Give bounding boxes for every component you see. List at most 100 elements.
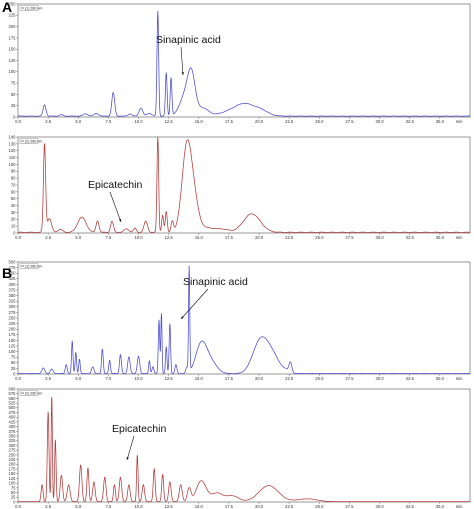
x-tick-label: 20.0 bbox=[255, 376, 264, 381]
x-tick-label: 7.5 bbox=[105, 504, 111, 509]
plot-frame bbox=[17, 136, 471, 234]
y-tick-label: 70 bbox=[11, 182, 16, 187]
y-tick-label: 20 bbox=[11, 217, 16, 222]
x-tick-label: 35.0 bbox=[436, 376, 445, 381]
y-tick-label: 150 bbox=[9, 338, 17, 343]
x-tick-label: 27.5 bbox=[345, 376, 354, 381]
y-tick-label: 25 bbox=[11, 366, 16, 371]
y-tick-label: 375 bbox=[9, 287, 17, 292]
y-tick-label: 140 bbox=[9, 134, 17, 139]
x-tick-label: 2.5 bbox=[45, 504, 51, 509]
x-tick-label: 12.5 bbox=[165, 504, 174, 509]
x-tick-label: 12.5 bbox=[165, 376, 174, 381]
x-tick-label: 22.5 bbox=[285, 504, 294, 509]
x-tick-label: 10.0 bbox=[134, 504, 143, 509]
y-tick-label: 250 bbox=[9, 315, 17, 320]
legend-label: (1) 280 nm bbox=[25, 6, 42, 10]
x-tick-label: 5.0 bbox=[75, 119, 81, 124]
x-tick-label: 2.5 bbox=[45, 376, 51, 381]
y-tick-label: 275 bbox=[9, 448, 17, 453]
x-tick-label: 7.5 bbox=[105, 119, 111, 124]
y-tick-label: 575 bbox=[9, 391, 17, 396]
annotation-arrow bbox=[180, 288, 209, 320]
panel-label-b: B bbox=[2, 265, 12, 281]
chromatogram-trace bbox=[17, 10, 471, 117]
annotation-arrow bbox=[180, 46, 184, 76]
legend-label: (2) 280 nm bbox=[25, 139, 42, 143]
x-tick-label: 2.5 bbox=[45, 119, 51, 124]
x-tick-label: 20.0 bbox=[255, 504, 264, 509]
y-tick-label: 350 bbox=[9, 433, 17, 438]
x-tick-label: 15.0 bbox=[195, 504, 204, 509]
annotation-arrow bbox=[109, 191, 122, 223]
x-tick-label: 15.0 bbox=[195, 376, 204, 381]
y-tick-label: 300 bbox=[9, 304, 17, 309]
chromatogram-b-top: (1) 280 nm025507510012515017520022525027… bbox=[9, 259, 471, 381]
y-tick-label: 475 bbox=[9, 410, 17, 415]
y-tick-label: 425 bbox=[9, 276, 17, 281]
annotation-arrow bbox=[126, 435, 135, 461]
y-tick-label: 475 bbox=[9, 265, 17, 270]
arrowhead bbox=[126, 457, 129, 460]
y-tick-label: 325 bbox=[9, 438, 17, 443]
y-tick-label: 90 bbox=[11, 169, 16, 174]
y-tick-label: 175 bbox=[9, 35, 17, 40]
y-tick-label: 100 bbox=[9, 349, 17, 354]
y-tick-label: 275 bbox=[9, 310, 17, 315]
x-tick-label: 15.0 bbox=[195, 235, 204, 240]
x-tick-label: 25.0 bbox=[315, 376, 324, 381]
x-tick-label: 22.5 bbox=[285, 119, 294, 124]
annotation-label: Epicatechin bbox=[112, 423, 166, 435]
y-tick-label: 250 bbox=[9, 452, 17, 457]
y-tick-label: 100 bbox=[9, 481, 17, 486]
x-tick-label: 7.5 bbox=[105, 376, 111, 381]
x-tick-label: 2.5 bbox=[45, 235, 51, 240]
y-tick-label: 100 bbox=[9, 69, 17, 74]
x-tick-label: 7.5 bbox=[105, 235, 111, 240]
y-tick-label: 80 bbox=[11, 176, 16, 181]
y-tick-label: 200 bbox=[9, 327, 17, 332]
annotation-label: Sinapinic acid bbox=[156, 34, 221, 46]
y-tick-label: 200 bbox=[9, 462, 17, 467]
y-tick-label: 50 bbox=[11, 360, 16, 365]
y-tick-label: 25 bbox=[11, 495, 16, 500]
peak-annotation: Sinapinic acid bbox=[156, 34, 221, 76]
y-tick-label: 75 bbox=[11, 355, 16, 360]
x-tick-label: 17.5 bbox=[225, 504, 234, 509]
y-tick-label: 30 bbox=[11, 210, 16, 215]
x-tick-label: 10.0 bbox=[134, 119, 143, 124]
x-tick-label: 25.0 bbox=[315, 235, 324, 240]
x-tick-label: 35.0 bbox=[436, 504, 445, 509]
x-tick-label: 10.0 bbox=[134, 376, 143, 381]
x-tick-label: 30.0 bbox=[376, 119, 385, 124]
x-tick-label: 25.0 bbox=[315, 119, 324, 124]
x-tick-label: 5.0 bbox=[75, 504, 81, 509]
annotation-label: Epicatechin bbox=[88, 179, 142, 191]
y-tick-label: 525 bbox=[9, 401, 17, 406]
arrowhead bbox=[118, 219, 122, 222]
y-tick-label: 500 bbox=[9, 405, 17, 410]
y-tick-label: 75 bbox=[11, 81, 16, 86]
y-tick-label: 0 bbox=[13, 499, 16, 504]
x-tick-label: min bbox=[456, 235, 463, 240]
y-tick-label: 400 bbox=[9, 282, 17, 287]
x-tick-label: 22.5 bbox=[285, 376, 294, 381]
y-tick-label: 500 bbox=[9, 259, 17, 264]
y-tick-label: 225 bbox=[9, 321, 17, 326]
y-tick-label: 600 bbox=[9, 386, 17, 391]
y-tick-label: 125 bbox=[9, 58, 17, 63]
y-tick-label: 250 bbox=[9, 1, 17, 6]
peak-annotation: Epicatechin bbox=[88, 179, 142, 223]
legend-label: (2) 280 nm bbox=[25, 391, 42, 395]
x-tick-label: 27.5 bbox=[345, 119, 354, 124]
x-tick-label: 32.5 bbox=[406, 119, 415, 124]
legend-box: (1) 280 nm bbox=[19, 263, 42, 269]
chromatogram-b-bottom: (2) 280 nm025507510012515017520022525027… bbox=[9, 386, 471, 509]
x-tick-label: 17.5 bbox=[225, 235, 234, 240]
y-tick-label: 225 bbox=[9, 13, 17, 18]
x-tick-label: 0.0 bbox=[15, 235, 21, 240]
y-tick-label: 550 bbox=[9, 396, 17, 401]
x-tick-label: 35.0 bbox=[436, 235, 445, 240]
y-tick-label: 150 bbox=[9, 471, 17, 476]
